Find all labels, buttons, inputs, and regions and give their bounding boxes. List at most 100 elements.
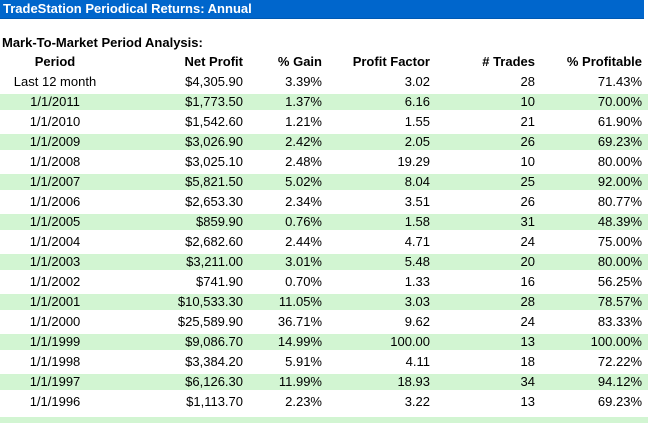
cell-net-profit: $6,126.30 xyxy=(110,374,243,390)
cell-period: 1/1/2001 xyxy=(0,294,110,310)
table-row: 1/1/2000 $25,589.90 36.71% 9.62 24 83.33… xyxy=(0,314,648,330)
cell-profit-factor: 4.71 xyxy=(404,234,430,249)
table-row: 1/1/2008 $3,025.10 2.48% 19.29 10 80.00% xyxy=(0,154,648,170)
cell-pct-profitable: 100.00% xyxy=(535,334,648,350)
column-header-pct-gain: % Gain xyxy=(277,54,322,69)
cell-pct-gain: 3.39% xyxy=(285,74,322,89)
cell-profit-factor: 1.58 xyxy=(322,214,430,230)
cell-pct-profitable: 80.77% xyxy=(597,194,642,209)
cell-period: 1/1/2000 xyxy=(29,314,81,329)
cell-profit-factor: 3.51 xyxy=(404,194,430,209)
cell-net-profit: $9,086.70 xyxy=(110,334,243,350)
cell-pct-profitable: 56.25% xyxy=(597,274,642,289)
column-header-net-profit: Net Profit xyxy=(184,54,244,69)
section-label: Mark-To-Market Period Analysis: xyxy=(2,35,203,50)
table-row: 1/1/2011 $1,773.50 1.37% 6.16 10 70.00% xyxy=(0,94,648,110)
cell-profit-factor: 5.48 xyxy=(322,254,430,270)
cell-num-trades: 18 xyxy=(520,354,535,369)
column-header-profit-factor: Profit Factor xyxy=(352,54,430,69)
cell-profit-factor: 100.00 xyxy=(322,334,430,350)
cell-num-trades: 26 xyxy=(520,194,535,209)
cell-period: 1/1/1999 xyxy=(0,334,110,350)
table-row: 1/1/2002 $741.90 0.70% 1.33 16 56.25% xyxy=(0,274,648,290)
cell-pct-gain: 0.70% xyxy=(285,274,322,289)
cell-net-profit: $2,653.30 xyxy=(185,194,243,209)
cell-period: 1/1/1997 xyxy=(0,374,110,390)
cell-num-trades: 31 xyxy=(430,214,535,230)
cell-num-trades: 34 xyxy=(430,374,535,390)
cell-pct-gain: 2.48% xyxy=(285,154,322,169)
cell-pct-profitable: 61.90% xyxy=(597,114,642,129)
cell-pct-gain: 2.23% xyxy=(285,394,322,409)
cell-net-profit: $25,589.90 xyxy=(177,314,243,329)
table-row: 1/1/2007 $5,821.50 5.02% 8.04 25 92.00% xyxy=(0,174,648,190)
cell-num-trades: 26 xyxy=(430,134,535,150)
cell-profit-factor: 3.22 xyxy=(404,394,430,409)
column-header-period: Period xyxy=(34,54,76,69)
cell-num-trades: 10 xyxy=(520,154,535,169)
cell-period: 1/1/1998 xyxy=(29,354,81,369)
cell-period: 1/1/2003 xyxy=(0,254,110,270)
cell-pct-gain: 2.34% xyxy=(285,194,322,209)
cell-profit-factor: 1.33 xyxy=(404,274,430,289)
cell-net-profit: $1,773.50 xyxy=(110,94,243,110)
cell-period: 1/1/2008 xyxy=(29,154,81,169)
cell-profit-factor: 18.93 xyxy=(322,374,430,390)
cell-num-trades: 25 xyxy=(430,174,535,190)
cell-pct-gain: 1.21% xyxy=(285,114,322,129)
next-row-partial xyxy=(0,417,648,423)
cell-pct-profitable: 75.00% xyxy=(597,234,642,249)
cell-net-profit: $859.90 xyxy=(110,214,243,230)
table-row: 1/1/2009 $3,026.90 2.42% 2.05 26 69.23% xyxy=(0,134,648,150)
table-row: 1/1/1997 $6,126.30 11.99% 18.93 34 94.12… xyxy=(0,374,648,390)
cell-pct-profitable: 92.00% xyxy=(535,174,648,190)
cell-pct-profitable: 72.22% xyxy=(597,354,642,369)
cell-period: Last 12 month xyxy=(13,74,97,89)
cell-pct-gain: 0.76% xyxy=(243,214,322,230)
cell-num-trades: 28 xyxy=(520,74,535,89)
report-title-bar: TradeStation Periodical Returns: Annual xyxy=(0,0,644,19)
cell-period: 1/1/2010 xyxy=(29,114,81,129)
cell-profit-factor: 2.05 xyxy=(322,134,430,150)
cell-num-trades: 24 xyxy=(520,234,535,249)
cell-net-profit: $2,682.60 xyxy=(185,234,243,249)
cell-pct-profitable: 69.23% xyxy=(597,394,642,409)
column-header-pct-profitable: % Profitable xyxy=(566,54,642,69)
cell-num-trades: 13 xyxy=(430,334,535,350)
cell-pct-profitable: 71.43% xyxy=(597,74,642,89)
cell-profit-factor: 4.11 xyxy=(405,354,430,369)
period-analysis-table: Period Net Profit % Gain Profit Factor #… xyxy=(0,50,648,414)
cell-pct-profitable: 94.12% xyxy=(535,374,648,390)
cell-profit-factor: 3.02 xyxy=(404,74,430,89)
cell-pct-gain: 2.42% xyxy=(243,134,322,150)
cell-pct-profitable: 70.00% xyxy=(535,94,648,110)
cell-pct-gain: 2.44% xyxy=(285,234,322,249)
cell-num-trades: 28 xyxy=(430,294,535,310)
cell-net-profit: $3,025.10 xyxy=(185,154,243,169)
cell-profit-factor: 3.03 xyxy=(322,294,430,310)
table-row: 1/1/2004 $2,682.60 2.44% 4.71 24 75.00% xyxy=(0,234,648,250)
table-row: 1/1/2003 $3,211.00 3.01% 5.48 20 80.00% xyxy=(0,254,648,270)
cell-profit-factor: 6.16 xyxy=(322,94,430,110)
cell-net-profit: $3,384.20 xyxy=(185,354,243,369)
cell-num-trades: 20 xyxy=(430,254,535,270)
cell-period: 1/1/2005 xyxy=(0,214,110,230)
table-header-row: Period Net Profit % Gain Profit Factor #… xyxy=(0,54,648,70)
cell-pct-gain: 5.91% xyxy=(285,354,322,369)
cell-net-profit: $4,305.90 xyxy=(185,74,243,89)
cell-period: 1/1/1996 xyxy=(29,394,81,409)
cell-period: 1/1/2006 xyxy=(29,194,81,209)
cell-pct-gain: 11.05% xyxy=(243,294,322,310)
cell-net-profit: $741.90 xyxy=(196,274,243,289)
table-row: Last 12 month $4,305.90 3.39% 3.02 28 71… xyxy=(0,74,648,90)
cell-pct-gain: 36.71% xyxy=(277,314,322,329)
cell-profit-factor: 1.55 xyxy=(404,114,430,129)
cell-profit-factor: 8.04 xyxy=(322,174,430,190)
cell-pct-profitable: 80.00% xyxy=(597,154,642,169)
table-row: 1/1/1998 $3,384.20 5.91% 4.11 18 72.22% xyxy=(0,354,648,370)
cell-net-profit: $10,533.30 xyxy=(110,294,243,310)
cell-pct-profitable: 48.39% xyxy=(535,214,648,230)
cell-period: 1/1/2007 xyxy=(0,174,110,190)
cell-pct-profitable: 83.33% xyxy=(597,314,642,329)
